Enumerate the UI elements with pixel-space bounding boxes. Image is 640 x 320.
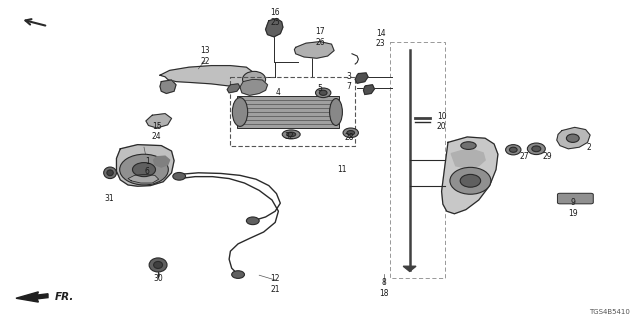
Ellipse shape: [330, 99, 342, 125]
Polygon shape: [451, 150, 485, 168]
Polygon shape: [116, 145, 174, 186]
Polygon shape: [266, 19, 283, 37]
Ellipse shape: [566, 134, 579, 142]
Ellipse shape: [319, 90, 327, 95]
Polygon shape: [146, 114, 172, 128]
Text: 9
19: 9 19: [568, 198, 578, 218]
Text: 27: 27: [520, 152, 530, 161]
Ellipse shape: [282, 130, 300, 139]
Ellipse shape: [104, 167, 116, 179]
Text: 3
7: 3 7: [346, 72, 351, 91]
Text: 11: 11: [338, 165, 347, 174]
Polygon shape: [364, 85, 374, 94]
Ellipse shape: [107, 170, 113, 176]
Text: 5: 5: [317, 84, 323, 92]
Text: 12
21: 12 21: [271, 275, 280, 294]
Ellipse shape: [173, 172, 186, 180]
Polygon shape: [294, 42, 334, 58]
Ellipse shape: [232, 271, 244, 278]
Bar: [230, 77, 355, 146]
Ellipse shape: [120, 154, 168, 185]
Polygon shape: [128, 174, 159, 183]
Ellipse shape: [232, 98, 248, 126]
Text: 28: 28: [344, 133, 353, 142]
Ellipse shape: [132, 163, 156, 177]
Ellipse shape: [450, 167, 491, 194]
Bar: [237, 96, 339, 128]
Polygon shape: [403, 266, 416, 271]
Text: 2: 2: [586, 143, 591, 152]
Polygon shape: [442, 137, 498, 214]
Text: 15
24: 15 24: [152, 122, 162, 141]
Text: 1
6: 1 6: [145, 157, 150, 176]
Text: 10
20: 10 20: [436, 112, 447, 131]
Ellipse shape: [532, 146, 541, 152]
Ellipse shape: [461, 142, 476, 149]
Text: 32: 32: [284, 132, 294, 140]
Polygon shape: [16, 292, 48, 302]
Polygon shape: [160, 66, 256, 86]
Ellipse shape: [460, 174, 481, 187]
Ellipse shape: [343, 128, 358, 138]
Ellipse shape: [149, 258, 167, 272]
Text: 13
22: 13 22: [200, 46, 210, 66]
Ellipse shape: [527, 143, 545, 155]
Polygon shape: [227, 84, 240, 93]
Polygon shape: [154, 156, 170, 167]
Ellipse shape: [509, 147, 517, 152]
Text: 16
25: 16 25: [270, 8, 280, 27]
Bar: [390, 42, 445, 278]
Text: 4: 4: [276, 88, 281, 97]
Text: FR.: FR.: [54, 292, 74, 302]
FancyBboxPatch shape: [557, 193, 593, 204]
Text: 31: 31: [104, 194, 114, 203]
Text: 8
18: 8 18: [380, 278, 388, 298]
Ellipse shape: [246, 217, 259, 225]
Ellipse shape: [506, 145, 521, 155]
Polygon shape: [160, 80, 176, 93]
Polygon shape: [557, 127, 590, 149]
Text: 17
26: 17 26: [315, 27, 325, 46]
Ellipse shape: [243, 71, 266, 87]
Polygon shape: [355, 73, 368, 83]
Text: 30: 30: [154, 274, 164, 283]
Ellipse shape: [316, 88, 331, 98]
Ellipse shape: [347, 131, 355, 135]
Ellipse shape: [154, 261, 163, 268]
Text: 14
23: 14 23: [376, 29, 386, 48]
Ellipse shape: [287, 132, 296, 137]
Text: TGS4B5410: TGS4B5410: [589, 309, 630, 315]
Polygon shape: [240, 79, 268, 95]
Text: 29: 29: [542, 152, 552, 161]
